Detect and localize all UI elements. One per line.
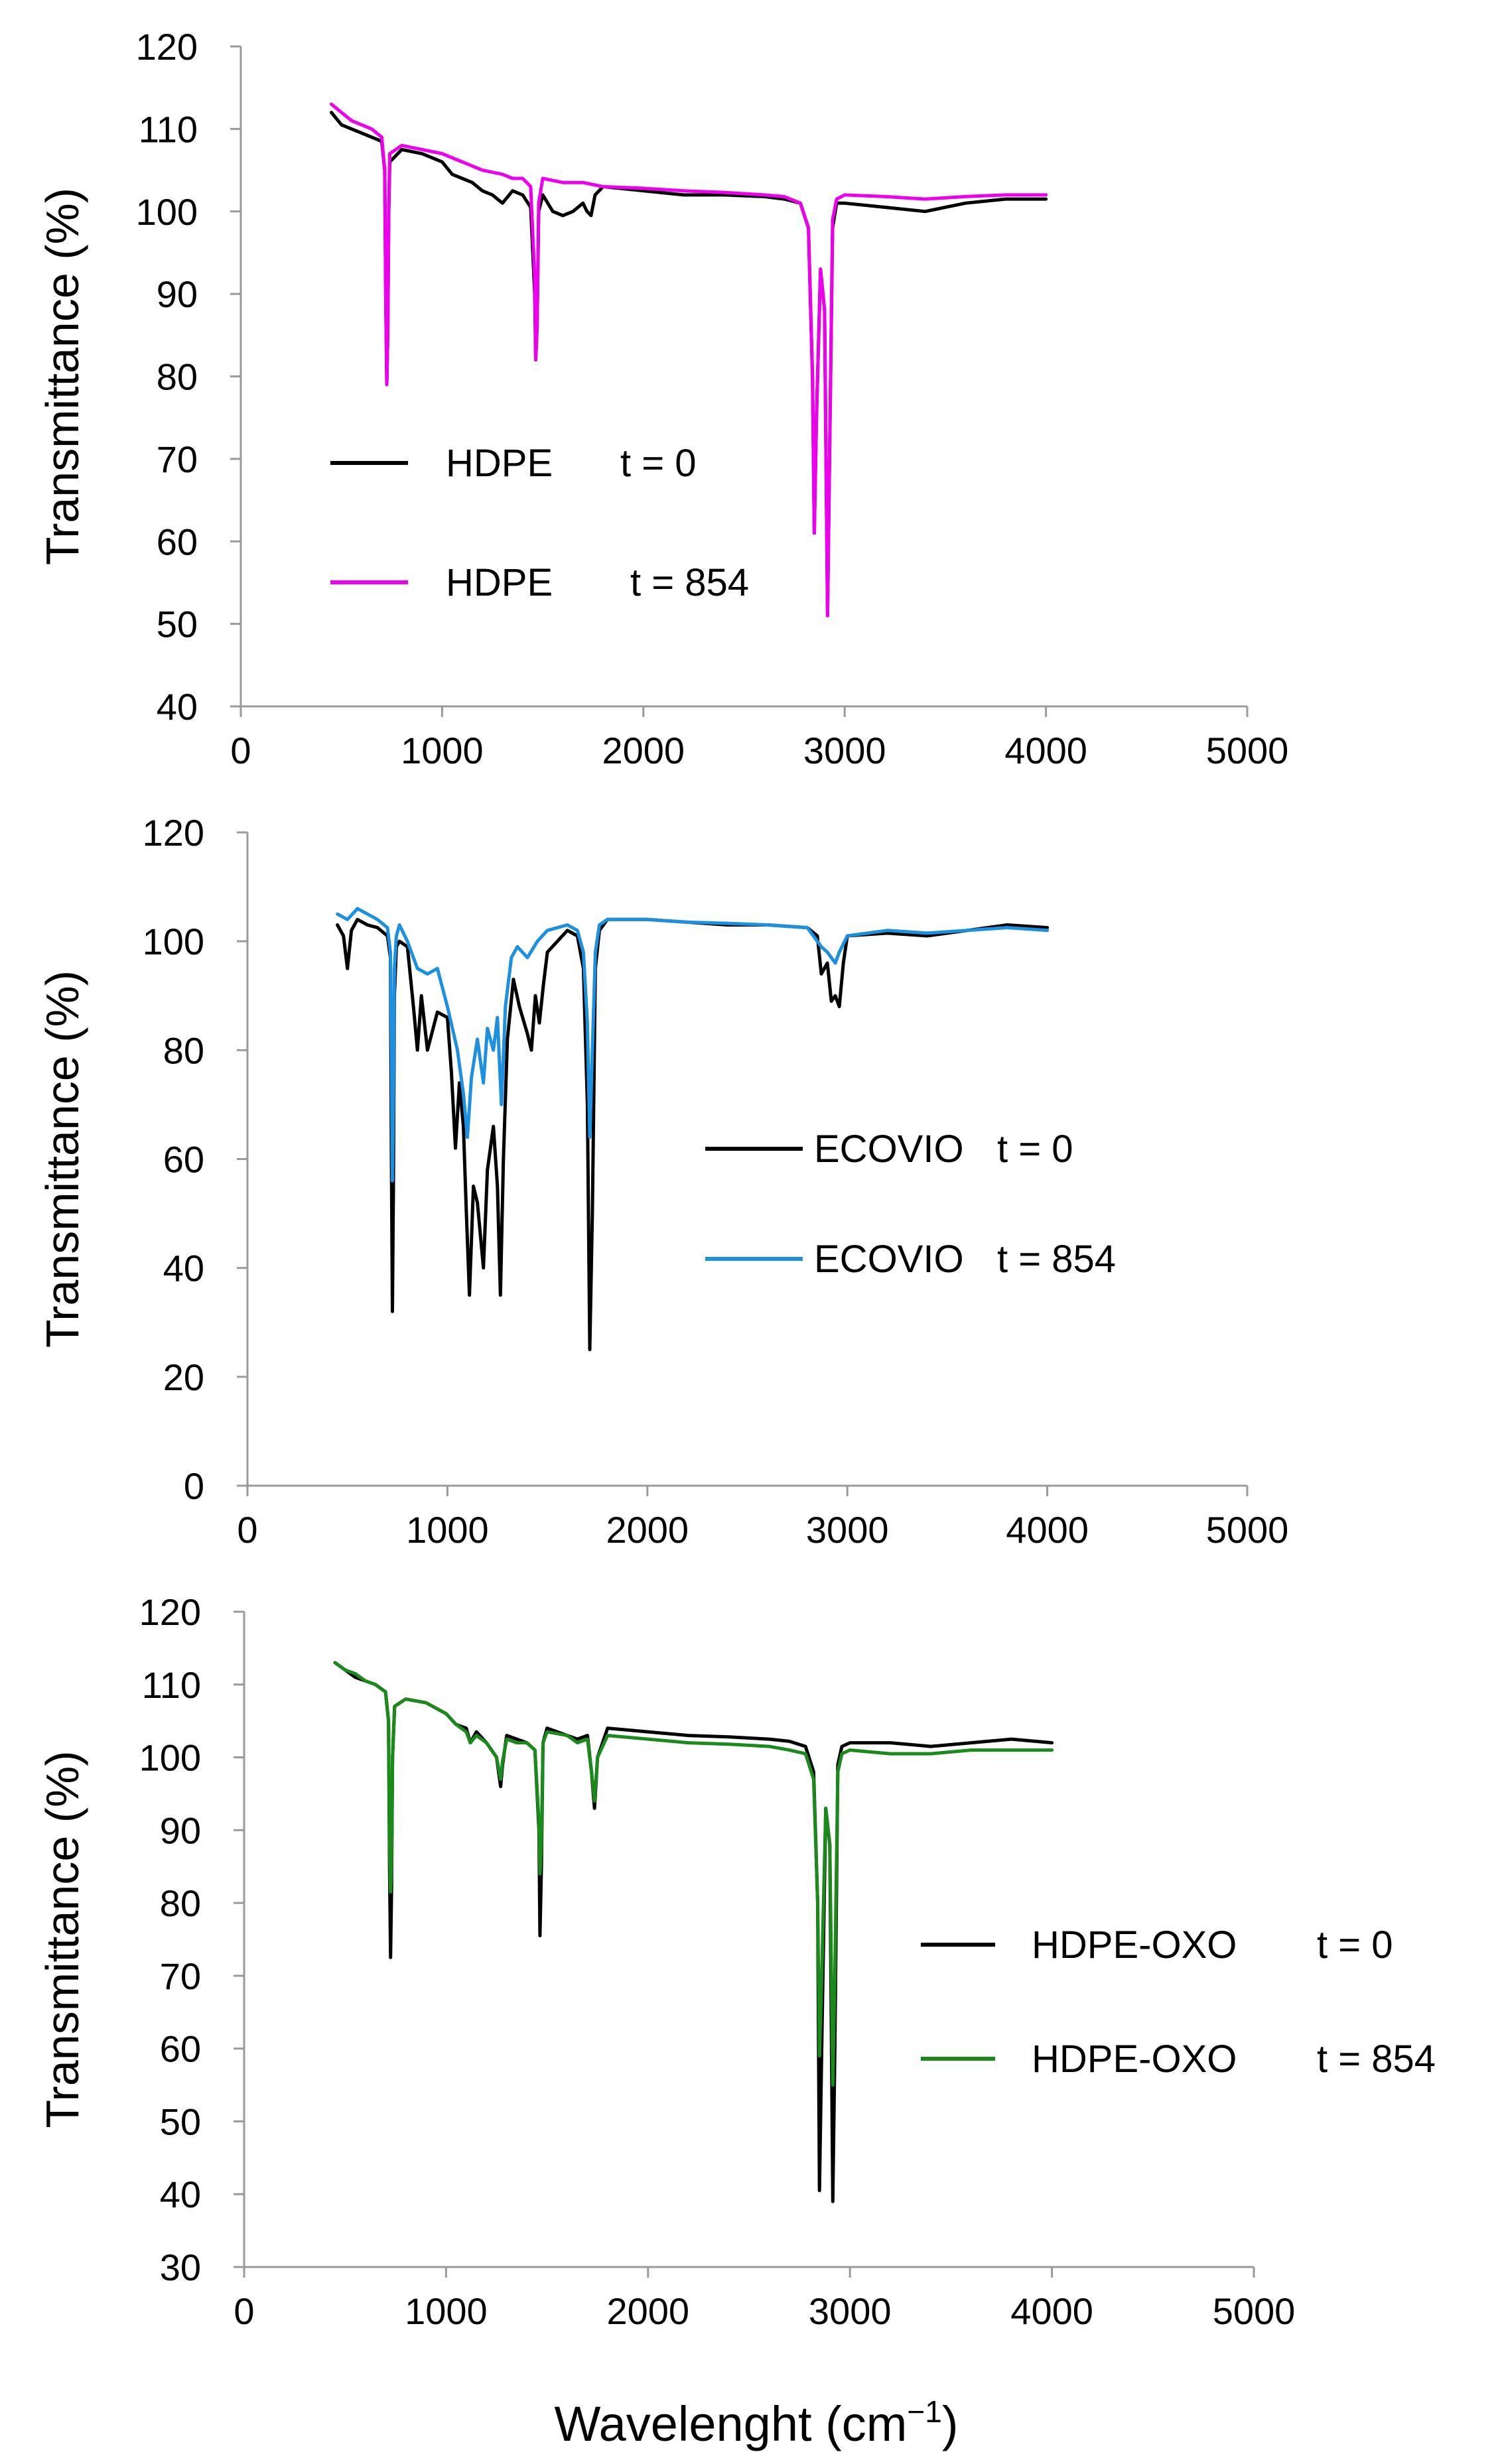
y-tick-label: 100 bbox=[139, 1737, 201, 1779]
y-tick-label: 90 bbox=[160, 1809, 201, 1851]
x-tick-label: 3000 bbox=[803, 730, 886, 771]
y-axis-title: Transmittance (%) bbox=[36, 1750, 88, 2128]
y-tick-label: 20 bbox=[163, 1356, 204, 1398]
x-tick-label: 4000 bbox=[1010, 2290, 1093, 2332]
legend-time-label: t = 0 bbox=[620, 442, 696, 485]
y-tick-label: 40 bbox=[163, 1248, 204, 1289]
y-tick-label: 90 bbox=[157, 273, 198, 315]
x-tick-label: 5000 bbox=[1206, 730, 1289, 771]
legend-time-label: t = 0 bbox=[1317, 1923, 1393, 1967]
legend-time-label: t = 854 bbox=[630, 561, 749, 604]
x-tick-label: 5000 bbox=[1213, 2290, 1296, 2332]
series-line-hdpe-1 bbox=[330, 102, 1048, 617]
x-tick-label: 4000 bbox=[1004, 730, 1087, 771]
series-line-hdpe-oxo-1 bbox=[333, 1661, 1054, 2087]
y-tick-label: 30 bbox=[160, 2246, 201, 2288]
x-tick-label: 0 bbox=[234, 2290, 254, 2332]
y-tick-label: 50 bbox=[157, 604, 198, 645]
legend-series-name: ECOVIO bbox=[814, 1238, 964, 1281]
x-tick-label: 2000 bbox=[606, 1509, 689, 1551]
y-tick-label: 40 bbox=[157, 686, 198, 728]
x-tick-label: 3000 bbox=[806, 1509, 889, 1551]
x-tick-label: 1000 bbox=[401, 730, 484, 771]
y-tick-label: 120 bbox=[136, 26, 198, 68]
x-tick-label: 1000 bbox=[406, 1509, 489, 1551]
y-tick-label: 100 bbox=[143, 921, 204, 962]
y-tick-label: 100 bbox=[136, 191, 198, 233]
y-tick-label: 50 bbox=[160, 2101, 201, 2142]
x-tick-label: 5000 bbox=[1206, 1509, 1289, 1551]
series-line-ecovio-1 bbox=[336, 907, 1050, 1183]
legend-time-label: t = 854 bbox=[997, 1238, 1116, 1281]
legend-series-name: HDPE-OXO bbox=[1032, 2038, 1237, 2081]
y-tick-label: 80 bbox=[163, 1029, 204, 1071]
legend-time-label: t = 854 bbox=[1317, 2038, 1436, 2081]
legend-series-name: HDPE bbox=[446, 561, 553, 604]
y-tick-label: 70 bbox=[157, 438, 198, 480]
x-tick-label: 3000 bbox=[809, 2290, 892, 2332]
y-tick-label: 0 bbox=[184, 1465, 204, 1507]
y-tick-label: 110 bbox=[139, 108, 198, 150]
y-axis-title: Transmittance (%) bbox=[36, 970, 88, 1348]
y-tick-label: 120 bbox=[143, 812, 204, 854]
x-tick-label: 0 bbox=[230, 730, 251, 771]
y-tick-label: 70 bbox=[160, 1955, 201, 1997]
legend-time-label: t = 0 bbox=[997, 1128, 1073, 1171]
chart-panel-hdpe: 40 50 60 70 80 90 100 110 120 0 1000 2000 3000 4000 50… bbox=[36, 26, 1288, 771]
y-tick-label: 60 bbox=[160, 2028, 201, 2070]
y-tick-label: 120 bbox=[139, 1591, 201, 1633]
legend-series-name: ECOVIO bbox=[814, 1128, 964, 1171]
chart-panel-ecovio: 0 20 40 60 80 100 120 0 1000 2000 3000 4000 5000 Tran… bbox=[36, 812, 1288, 1551]
chart-panel-hdpe-oxo: 30 40 50 60 70 80 90 100 110 120 0 1000 2000 3000 4000… bbox=[36, 1591, 1436, 2332]
legend-series-name: HDPE bbox=[446, 442, 553, 485]
y-tick-label: 80 bbox=[157, 356, 198, 398]
x-tick-label: 4000 bbox=[1006, 1509, 1089, 1551]
x-tick-label: 0 bbox=[237, 1509, 257, 1551]
x-tick-label: 2000 bbox=[602, 730, 685, 771]
legend-series-name: HDPE-OXO bbox=[1032, 1923, 1237, 1967]
y-tick-label: 60 bbox=[157, 521, 198, 562]
y-tick-label: 60 bbox=[163, 1139, 204, 1181]
x-tick-label: 2000 bbox=[607, 2290, 690, 2332]
x-axis-title: Wavelenght (cm−1) bbox=[555, 2394, 959, 2451]
y-tick-label: 110 bbox=[142, 1664, 201, 1706]
y-tick-label: 80 bbox=[160, 1882, 201, 1924]
x-tick-label: 1000 bbox=[405, 2290, 488, 2332]
y-tick-label: 40 bbox=[160, 2173, 201, 2215]
y-axis-title: Transmittance (%) bbox=[36, 188, 88, 565]
